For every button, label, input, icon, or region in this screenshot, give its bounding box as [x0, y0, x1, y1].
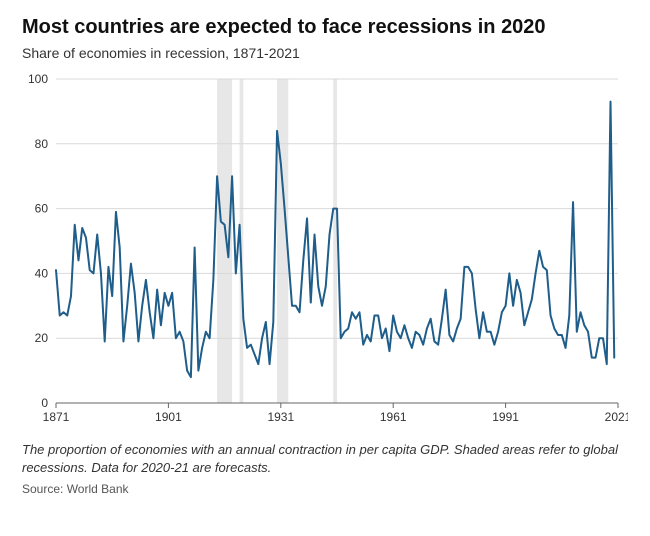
x-tick-label: 1871	[43, 410, 70, 424]
y-tick-label: 20	[35, 331, 49, 345]
line-chart: 0 20 40 60 80 100 1871 1901 1931 1961 1991 2021	[22, 71, 628, 431]
x-tick-label: 1931	[267, 410, 294, 424]
chart-source: Source: World Bank	[22, 482, 628, 496]
x-tick-label: 2021	[605, 410, 628, 424]
y-tick-label: 100	[28, 72, 48, 86]
chart-card: Most countries are expected to face rece…	[0, 0, 650, 536]
y-tick-label: 0	[41, 396, 48, 410]
y-tick-label: 80	[35, 137, 49, 151]
y-tick-label: 40	[35, 266, 49, 280]
y-tick-label: 60	[35, 202, 49, 216]
x-tick-label: 1991	[492, 410, 519, 424]
chart-footnote: The proportion of economies with an annu…	[22, 441, 628, 476]
x-tick-label: 1961	[380, 410, 407, 424]
chart-subtitle: Share of economies in recession, 1871-20…	[22, 45, 628, 61]
plot-area: 0 20 40 60 80 100 1871 1901 1931 1961 1991 2021	[22, 71, 628, 431]
chart-title: Most countries are expected to face rece…	[22, 16, 628, 39]
x-tick-label: 1901	[155, 410, 182, 424]
